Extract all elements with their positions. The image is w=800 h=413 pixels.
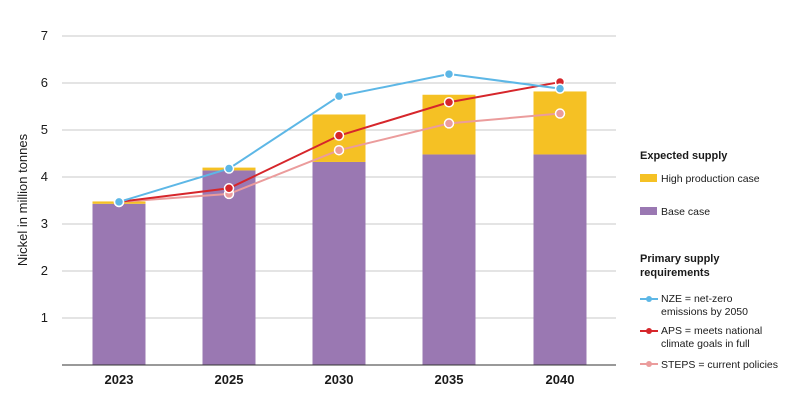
y-tick-label-6: 6 [41, 75, 48, 90]
legend-label-aps: APS = meets national climate goals in fu… [661, 325, 765, 350]
requirement-lines [113, 68, 566, 208]
point-steps-2035 [443, 118, 455, 129]
point-nze-2035 [443, 68, 455, 80]
bars [92, 91, 587, 365]
x-tick-label-2035: 2035 [435, 372, 464, 387]
bar-base-case-2040 [533, 154, 587, 365]
legend-title-requirements: Primary supply requirements [640, 253, 723, 279]
point-aps-2035 [443, 97, 455, 108]
legend-title-requirements-line2: requirements [640, 267, 710, 279]
point-aps-2030 [333, 130, 345, 141]
point-nze-2030 [333, 90, 345, 102]
legend-item-steps: STEPS = current policies [640, 359, 778, 371]
legend-marker-nze [646, 296, 652, 302]
x-tick-label-2030: 2030 [325, 372, 354, 387]
x-tick-label-2025: 2025 [215, 372, 244, 387]
y-tick-label-1: 1 [41, 310, 48, 325]
bar-base-case-2023 [92, 203, 146, 365]
x-tick-label-2023: 2023 [105, 372, 134, 387]
x-tick-labels: 2023 2025 2030 2035 2040 [105, 372, 575, 387]
legend-swatch-high-production [640, 174, 657, 182]
y-tick-labels: 1 2 3 4 5 6 7 [41, 28, 48, 325]
point-nze-2040 [554, 83, 566, 94]
legend-item-aps: APS = meets national climate goals in fu… [640, 325, 765, 350]
y-tick-label-5: 5 [41, 122, 48, 137]
legend-label-base-case: Base case [661, 206, 710, 218]
legend-label-steps: STEPS = current policies [661, 359, 778, 371]
legend-marker-aps [646, 328, 652, 334]
legend-marker-steps [646, 361, 652, 367]
point-steps-2030 [333, 144, 345, 156]
y-tick-label-4: 4 [41, 169, 48, 184]
bar-base-case-2025 [202, 170, 256, 365]
bar-base-case-2035 [422, 154, 476, 365]
y-tick-label-3: 3 [41, 216, 48, 231]
legend-title-supply: Expected supply [640, 150, 728, 162]
point-aps-2025 [223, 183, 235, 194]
legend-label-nze: NZE = net-zero emissions by 2050 [661, 293, 748, 318]
x-tick-label-2040: 2040 [546, 372, 575, 387]
point-steps-2040 [554, 108, 566, 119]
y-tick-label-7: 7 [41, 28, 48, 43]
legend: Expected supply High production case Bas… [640, 150, 778, 371]
legend-title-requirements-line1: Primary supply [640, 253, 720, 265]
bar-base-case-2030 [312, 161, 366, 365]
point-nze-2023 [113, 196, 125, 208]
legend-label-high-production: High production case [661, 173, 760, 185]
bar-high-production-case-2040 [533, 91, 587, 155]
legend-item-nze: NZE = net-zero emissions by 2050 [640, 293, 748, 318]
y-axis-title: Nickel in million tonnes [15, 133, 30, 266]
legend-swatch-base-case [640, 207, 657, 215]
y-tick-label-2: 2 [41, 263, 48, 278]
point-nze-2025 [223, 163, 235, 174]
